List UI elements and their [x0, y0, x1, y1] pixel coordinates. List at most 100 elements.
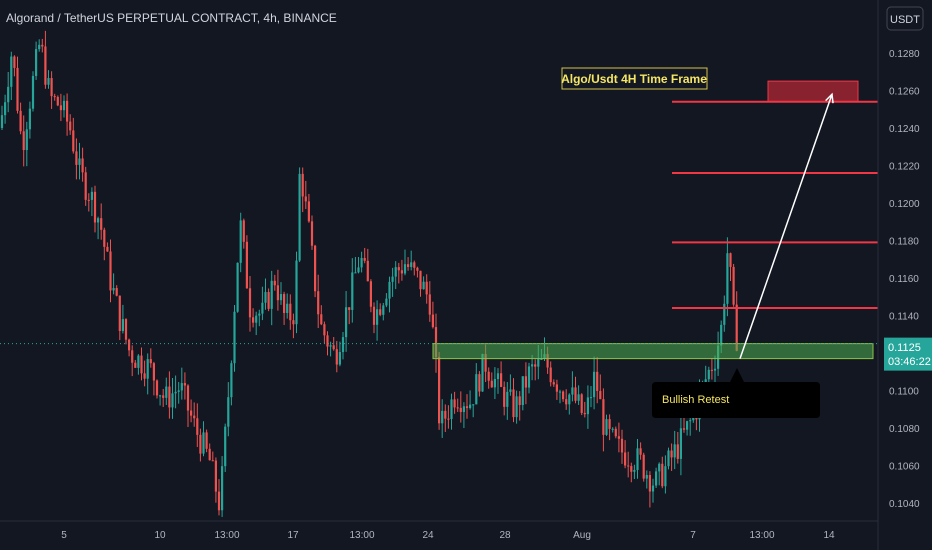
- candle-body: [19, 110, 22, 132]
- candle-body: [338, 352, 341, 365]
- candle-body: [16, 67, 19, 111]
- candle-body: [732, 266, 735, 305]
- candle-body: [255, 315, 258, 323]
- candle-body: [422, 281, 425, 290]
- candle-body: [596, 371, 599, 391]
- candle-body: [723, 303, 726, 325]
- time-tick-label: 10: [154, 530, 166, 541]
- candle-body: [490, 380, 493, 388]
- candle-body: [434, 327, 438, 358]
- candle-body: [258, 313, 261, 316]
- candle-body: [72, 130, 75, 152]
- candle-body: [44, 46, 47, 85]
- candle-body: [388, 281, 391, 299]
- candle-body: [639, 448, 642, 455]
- candle-body: [131, 350, 134, 363]
- candle-body: [658, 463, 661, 472]
- candle-body: [428, 294, 431, 315]
- candle-body: [608, 419, 611, 429]
- bullish-retest-callout[interactable]: Bullish Retest: [652, 368, 820, 418]
- time-tick-label: 7: [690, 530, 696, 541]
- candle-body: [506, 391, 509, 407]
- projection-arrowhead: [825, 92, 834, 104]
- candle-body: [372, 306, 376, 325]
- candle-body: [394, 267, 397, 277]
- candle-body: [599, 390, 602, 400]
- candle-body: [403, 264, 407, 274]
- candle-body: [484, 353, 487, 372]
- time-axis[interactable]: 5 10 13:00 17 13:00 24 28 Aug 7 13:00 14: [0, 520, 878, 541]
- candle-body: [276, 285, 279, 301]
- callout-text: Bullish Retest: [662, 394, 729, 406]
- candle-body: [568, 394, 571, 405]
- candle-body: [450, 399, 453, 419]
- candle-body: [128, 339, 131, 351]
- candle-body: [273, 280, 276, 286]
- time-tick-label: 14: [823, 530, 835, 541]
- candle-body: [0, 115, 4, 128]
- candle-body: [298, 173, 301, 261]
- candle-body: [397, 267, 400, 271]
- candle-body: [270, 280, 273, 309]
- candle-body: [679, 428, 682, 459]
- candle-body: [124, 319, 128, 340]
- currency-button[interactable]: USDT: [886, 6, 924, 31]
- candle-body: [155, 380, 159, 396]
- candle-body: [735, 304, 738, 351]
- candle-body: [140, 355, 143, 374]
- title-annotation[interactable]: Algo/Usdt 4H Time Frame: [561, 67, 708, 90]
- candle-body: [425, 281, 428, 295]
- candle-body: [524, 376, 527, 388]
- candle-body: [310, 221, 314, 246]
- time-tick-label: 17: [287, 530, 299, 541]
- candle-body: [363, 257, 366, 261]
- candle-body: [214, 460, 217, 492]
- candle-body: [245, 241, 248, 289]
- candle-body: [707, 369, 710, 380]
- candle-body: [118, 295, 121, 331]
- candle-body: [351, 272, 354, 310]
- candle-body: [335, 349, 338, 365]
- candle-body: [100, 218, 103, 230]
- candle-body: [453, 399, 456, 408]
- candle-body: [174, 391, 177, 394]
- candle-body: [469, 404, 472, 409]
- time-tick-label: 28: [499, 530, 511, 541]
- candle-body: [56, 96, 59, 106]
- candle-body: [689, 420, 692, 422]
- candle-body: [115, 288, 118, 296]
- candle-body: [462, 406, 465, 413]
- candle-body: [493, 379, 496, 388]
- price-axis[interactable]: 0.1280 0.1260 0.1240 0.1220 0.1200 0.1180 0.11…: [877, 0, 932, 550]
- candle-body: [69, 121, 72, 131]
- candle-body: [307, 201, 310, 222]
- candle-body: [149, 359, 152, 364]
- candle-body: [264, 292, 267, 303]
- candle-body: [53, 96, 56, 98]
- candle-body: [624, 452, 627, 466]
- time-tick-label: 13:00: [749, 530, 774, 541]
- candle-body: [217, 491, 221, 511]
- target-zone: [767, 80, 859, 103]
- candle-body: [558, 391, 562, 393]
- candle-body: [366, 260, 369, 282]
- price-tick-label: 0.1200: [889, 199, 920, 210]
- candle-body: [211, 460, 214, 462]
- candle-body: [416, 267, 419, 271]
- candle-body: [103, 229, 106, 247]
- candle-body: [4, 102, 7, 116]
- candle-body: [202, 432, 205, 454]
- candle-body: [292, 320, 295, 325]
- support-zone: [432, 343, 874, 360]
- candle-body: [664, 466, 667, 487]
- candle-body: [515, 396, 518, 418]
- candle-body: [143, 373, 146, 379]
- candles-layer: [0, 30, 738, 517]
- price-tick-label: 0.1060: [889, 462, 920, 473]
- candle-body: [183, 383, 186, 386]
- candle-body: [682, 428, 686, 430]
- candle-body: [59, 105, 62, 111]
- price-tick-label: 0.1080: [889, 424, 920, 435]
